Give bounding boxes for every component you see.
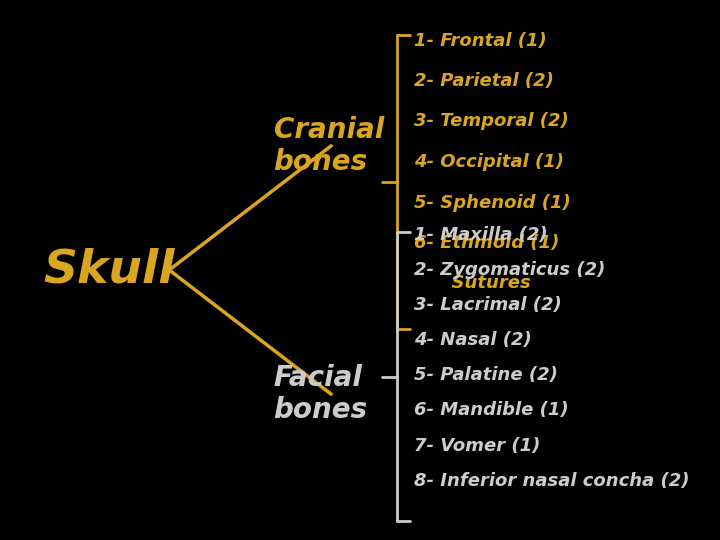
- Text: 4- Occipital (1): 4- Occipital (1): [414, 153, 564, 171]
- Text: 7- Vomer (1): 7- Vomer (1): [414, 436, 541, 455]
- Text: Cranial
bones: Cranial bones: [274, 116, 384, 176]
- Text: 4- Nasal (2): 4- Nasal (2): [414, 331, 532, 349]
- Text: Sutures: Sutures: [414, 274, 531, 293]
- Text: 2- Parietal (2): 2- Parietal (2): [414, 72, 554, 90]
- Text: 3- Temporal (2): 3- Temporal (2): [414, 112, 569, 131]
- Text: 8- Inferior nasal concha (2): 8- Inferior nasal concha (2): [414, 471, 690, 490]
- Text: 5- Sphenoid (1): 5- Sphenoid (1): [414, 193, 571, 212]
- Text: 5- Palatine (2): 5- Palatine (2): [414, 366, 558, 384]
- Text: 6- Mandible (1): 6- Mandible (1): [414, 401, 569, 420]
- Text: 1- Frontal (1): 1- Frontal (1): [414, 31, 546, 50]
- Text: 2- Zygomaticus (2): 2- Zygomaticus (2): [414, 261, 606, 279]
- Text: 6- Ethmoid (1): 6- Ethmoid (1): [414, 234, 559, 252]
- Text: 3- Lacrimal (2): 3- Lacrimal (2): [414, 296, 562, 314]
- Text: 1- Maxilla (2): 1- Maxilla (2): [414, 226, 548, 244]
- Text: Skull: Skull: [43, 247, 175, 293]
- Text: Facial
bones: Facial bones: [274, 364, 368, 424]
